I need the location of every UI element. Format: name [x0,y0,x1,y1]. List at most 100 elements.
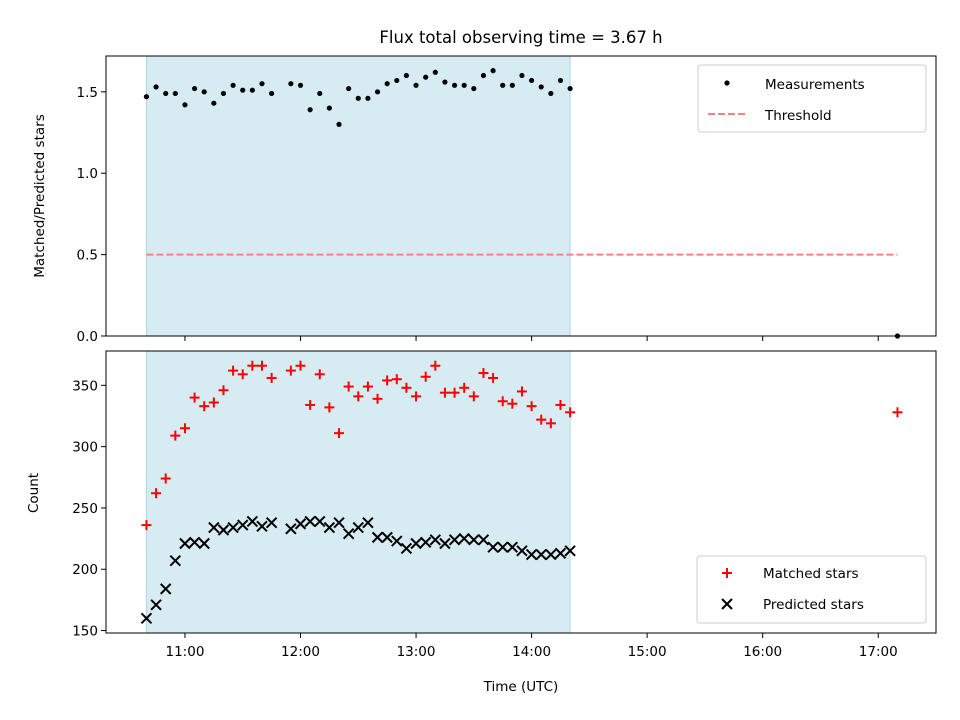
y-tick-label: 0.0 [77,329,98,345]
x-tick-label: 14:00 [512,644,551,660]
ratio-plot: 0.0 0.5 1.0 1.5 Matched/Predicted stars Mea… [32,55,937,345]
count-legend-box [696,555,927,624]
matched-star-point [247,360,258,371]
measurements-legend-label: Measurements [765,77,865,93]
measurement-point [259,81,265,87]
predicted-star-point [188,536,201,548]
predicted-star-point [419,536,432,548]
measurement-point [451,82,458,88]
measurement-point [442,79,448,85]
measurement-point [317,90,323,97]
measurement-point [519,72,525,79]
predicted-star-point [545,548,557,561]
predicted-star-point [342,527,355,540]
predicted-star-point [140,612,153,624]
matched-star-point [507,398,518,409]
matched-star-point [459,382,470,393]
predicted-star-point [458,532,470,545]
matched-star-point [526,401,537,412]
measurement-point [490,68,496,74]
predicted-stars-legend-marker [721,598,733,610]
ratio-y-axis-label: Matched/Predicted stars [32,114,48,277]
matched-star-point [208,397,219,408]
measurement-point [143,94,150,100]
ratio-plot-axes: 0.0 0.5 1.0 1.5 [77,85,879,345]
measurement-point [538,84,544,90]
matched-star-point [237,369,248,380]
measurement-point [355,95,361,101]
matched-star-point [892,407,903,418]
measurement-point [230,82,236,88]
ratio-legend-box [697,64,927,133]
measurement-point [548,90,554,97]
measurement-point [191,85,198,92]
matched-star-point [141,520,152,531]
y-tick-label: 250 [72,501,98,517]
measurement-point [557,77,564,84]
matched-star-point [189,392,200,403]
matched-star-point [353,391,364,402]
matched-star-point [488,372,499,383]
measurement-point [249,87,255,93]
measurement-point [336,121,342,127]
y-tick-label: 200 [72,562,98,578]
measurement-point [384,81,390,87]
predicted-star-point [265,516,278,529]
matched-star-point [439,387,450,398]
ratio-legend: Measurements Threshold [697,64,927,133]
matched-star-point [545,418,556,429]
count-plot: 150 200 250 300 350 11:00 12:00 13:00 14:00 15:00… [26,350,937,695]
matched-star-point [334,428,345,439]
predicted-star-point [468,534,480,546]
measurement-point [471,85,477,92]
predicted-star-point [227,521,239,534]
predicted-stars-legend-label: Predicted stars [763,597,864,613]
measurement-point [297,82,304,88]
matched-star-point [536,414,547,425]
y-tick-label: 1.5 [77,85,98,101]
matched-star-point [391,374,402,385]
ratio-plot-marks [143,68,901,339]
matched-star-point [266,372,277,383]
matched-star-point [430,360,441,371]
observing-window-shade [145,55,571,337]
count-y-axis-label: Count [26,473,42,513]
matched-star-point [343,381,354,392]
count-plot-marks [140,360,903,624]
matched-star-point [179,423,190,434]
y-tick-label: 300 [72,440,98,456]
predicted-star-point [179,537,191,550]
matched-star-point [420,371,431,382]
predicted-star-point [208,521,220,534]
predicted-star-point [554,547,567,560]
predicted-star-point [314,515,326,528]
measurement-point [211,100,217,106]
predicted-star-point [323,521,336,534]
predicted-star-point [448,534,461,546]
x-tick-label: 12:00 [281,644,320,660]
predicted-star-point [198,537,210,550]
predicted-star-point [516,545,528,557]
count-plot-frame [105,350,937,634]
predicted-star-point [525,548,538,561]
x-axis-label: Time (UTC) [483,679,559,695]
measurement-point [528,77,535,84]
measurement-point [567,85,573,92]
matched-star-point [324,402,335,413]
predicted-star-point [410,537,422,550]
x-tick-label: 13:00 [397,644,436,660]
measurement-point [394,77,400,84]
measurement-point [163,90,169,97]
predicted-star-point [333,516,345,529]
matched-star-point [516,386,527,397]
measurement-point [509,82,515,88]
matched-star-point [228,365,239,376]
predicted-star-point [496,541,509,553]
measurement-point [403,72,410,79]
predicted-star-point [564,545,576,557]
predicted-star-point [477,534,490,546]
matched-stars-legend-marker [722,568,732,578]
predicted-star-point [256,520,268,533]
x-tick-label: 16:00 [743,644,782,660]
measurement-point [423,74,429,80]
